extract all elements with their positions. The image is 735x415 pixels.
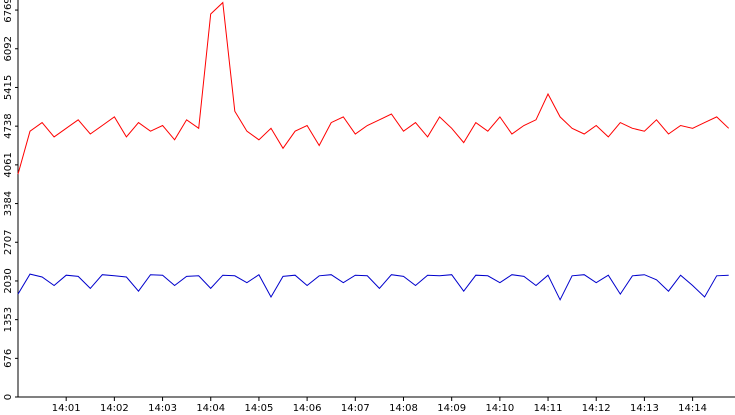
- y-tick-label: 1353: [3, 307, 14, 332]
- y-tick-label: 4061: [3, 152, 14, 177]
- y-tick-label: 2030: [3, 268, 14, 293]
- x-tick-label: 14:10: [485, 403, 514, 414]
- y-tick-label: 3384: [3, 191, 14, 216]
- x-tick-label: 14:01: [52, 403, 81, 414]
- y-tick-label: 6092: [3, 36, 14, 61]
- y-tick-label: 5415: [3, 75, 14, 100]
- x-tick-label: 14:05: [245, 403, 274, 414]
- x-tick-label: 14:08: [389, 403, 418, 414]
- x-tick-label: 14:14: [678, 403, 707, 414]
- x-tick-label: 14:04: [196, 403, 225, 414]
- x-tick-label: 14:12: [582, 403, 611, 414]
- x-tick-label: 14:11: [534, 403, 563, 414]
- data-line: [17, 273, 729, 301]
- x-tick-label: 14:02: [100, 403, 129, 414]
- x-tick-label: 14:09: [437, 403, 466, 414]
- y-tick-label: 2707: [3, 230, 14, 255]
- data-line: [17, 1, 730, 175]
- y-tick-label: 4738: [3, 113, 14, 138]
- y-tick-label: 676: [3, 349, 14, 368]
- y-tick-label: 0: [3, 394, 14, 400]
- x-tick-label: 14:06: [293, 403, 322, 414]
- x-tick-label: 14:03: [148, 403, 177, 414]
- x-tick-label: 14:07: [341, 403, 370, 414]
- y-tick-label: 6769: [3, 0, 14, 23]
- x-tick-label: 14:13: [630, 403, 659, 414]
